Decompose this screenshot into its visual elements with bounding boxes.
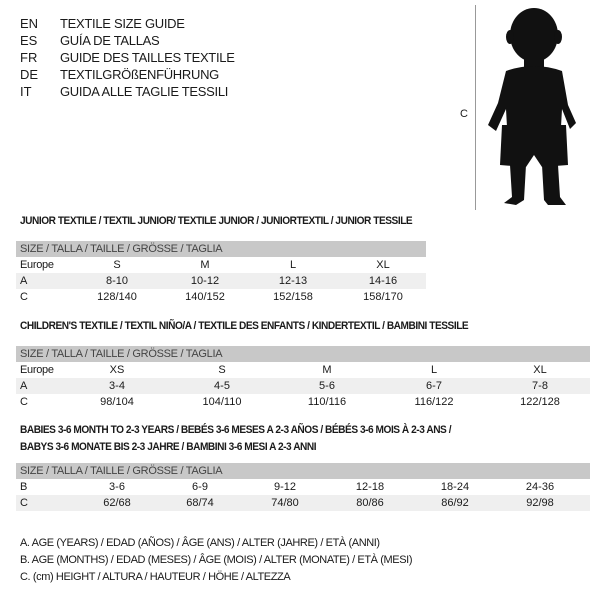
header-label: SIZE / TALLA / TAILLE / GRÖSSE / TAGLIA bbox=[20, 465, 223, 477]
language-title: GUIDA ALLE TAGLIE TESSILI bbox=[60, 84, 229, 99]
language-title: GUÍA DE TALLAS bbox=[60, 33, 160, 48]
babies-title-line1: BABIES 3-6 MONTH TO 2-3 YEARS / BEBÉS 3-… bbox=[20, 424, 452, 436]
table-cell: 5-6 bbox=[319, 380, 335, 392]
table-cell: 80/86 bbox=[356, 497, 384, 509]
table-row: B 3-6 6-9 9-12 12-18 18-24 24-36 bbox=[16, 479, 590, 495]
table-row: C 98/104 104/110 110/116 116/122 122/128 bbox=[16, 394, 590, 410]
table-header: SIZE / TALLA / TAILLE / GRÖSSE / TAGLIA bbox=[16, 346, 590, 362]
table-cell: 18-24 bbox=[440, 481, 470, 493]
child-silhouette-icon bbox=[488, 8, 576, 205]
table-cell: S bbox=[113, 259, 121, 271]
table-cell: 10-12 bbox=[190, 275, 220, 287]
table-cell: 116/122 bbox=[414, 396, 454, 408]
children-title: CHILDREN'S TEXTILE / TEXTIL NIÑO/A / TEX… bbox=[20, 320, 469, 332]
row-label: A bbox=[20, 380, 28, 392]
table-cell: 74/80 bbox=[271, 497, 299, 509]
language-code: DE bbox=[20, 67, 39, 82]
table-row: C 128/140 140/152 152/158 158/170 bbox=[16, 289, 426, 305]
table-cell: 8-10 bbox=[105, 275, 129, 287]
table-row: A 3-4 4-5 5-6 6-7 7-8 bbox=[16, 378, 590, 394]
row-label: C bbox=[20, 497, 28, 509]
table-cell: 122/128 bbox=[520, 396, 560, 408]
table-cell: S bbox=[218, 364, 226, 376]
table-cell: 62/68 bbox=[103, 497, 131, 509]
junior-size-table: SIZE / TALLA / TAILLE / GRÖSSE / TAGLIA E… bbox=[16, 241, 426, 305]
row-label: C bbox=[20, 396, 28, 408]
row-label: Europe bbox=[20, 259, 54, 271]
table-cell: 6-9 bbox=[192, 481, 208, 493]
table-row: A 8-10 10-12 12-13 14-16 bbox=[16, 273, 426, 289]
table-cell: L bbox=[289, 259, 297, 271]
table-header: SIZE / TALLA / TAILLE / GRÖSSE / TAGLIA bbox=[16, 241, 426, 257]
table-cell: XL bbox=[376, 259, 390, 271]
table-cell: 92/98 bbox=[526, 497, 554, 509]
table-cell: 110/116 bbox=[307, 396, 347, 408]
header-label: SIZE / TALLA / TAILLE / GRÖSSE / TAGLIA bbox=[20, 243, 223, 255]
row-label: Europe bbox=[20, 364, 54, 376]
table-cell: L bbox=[430, 364, 438, 376]
table-cell: 6-7 bbox=[426, 380, 442, 392]
babies-title-line2: BABYS 3-6 MONATE BIS 2-3 JAHRE / BAMBINI… bbox=[20, 441, 317, 453]
language-title: TEXTILE SIZE GUIDE bbox=[60, 16, 185, 31]
language-code: IT bbox=[20, 84, 32, 99]
table-row: C 62/68 68/74 74/80 80/86 86/92 92/98 bbox=[16, 495, 590, 511]
table-cell: 7-8 bbox=[532, 380, 548, 392]
legend-c: C. (cm) HEIGHT / ALTURA / HAUTEUR / HÖHE… bbox=[20, 571, 291, 583]
babies-size-table: SIZE / TALLA / TAILLE / GRÖSSE / TAGLIA B… bbox=[16, 463, 590, 511]
table-cell: 158/170 bbox=[363, 291, 403, 303]
row-label: C bbox=[20, 291, 28, 303]
table-row: Europe XS S M L XL bbox=[16, 362, 590, 378]
language-code: ES bbox=[20, 33, 38, 48]
table-cell: 152/158 bbox=[273, 291, 313, 303]
junior-title: JUNIOR TEXTILE / TEXTIL JUNIOR/ TEXTILE … bbox=[20, 215, 413, 227]
table-row: Europe S M L XL bbox=[16, 257, 426, 273]
table-cell: 12-13 bbox=[278, 275, 308, 287]
table-cell: 4-5 bbox=[214, 380, 230, 392]
table-cell: XL bbox=[533, 364, 547, 376]
language-title: GUIDE DES TAILLES TEXTILE bbox=[60, 50, 235, 65]
legend-b: B. AGE (MONTHS) / EDAD (MESES) / ÂGE (MO… bbox=[20, 554, 413, 566]
height-label: C bbox=[460, 108, 468, 120]
table-cell: 104/110 bbox=[202, 396, 242, 408]
row-label: A bbox=[20, 275, 28, 287]
language-code: FR bbox=[20, 50, 38, 65]
height-measure-line bbox=[475, 5, 476, 210]
table-cell: 68/74 bbox=[186, 497, 214, 509]
table-cell: 24-36 bbox=[525, 481, 555, 493]
table-cell: 128/140 bbox=[97, 291, 137, 303]
table-cell: 140/152 bbox=[185, 291, 225, 303]
children-size-table: SIZE / TALLA / TAILLE / GRÖSSE / TAGLIA E… bbox=[16, 346, 590, 410]
table-cell: 86/92 bbox=[441, 497, 469, 509]
table-cell: 98/104 bbox=[100, 396, 134, 408]
table-cell: 3-4 bbox=[109, 380, 125, 392]
header-label: SIZE / TALLA / TAILLE / GRÖSSE / TAGLIA bbox=[20, 348, 223, 360]
language-title: TEXTILGRÖßENFÜHRUNG bbox=[60, 67, 219, 82]
table-cell: M bbox=[322, 364, 332, 376]
table-cell: 9-12 bbox=[273, 481, 297, 493]
row-label: B bbox=[20, 481, 28, 493]
table-cell: 12-18 bbox=[355, 481, 385, 493]
legend-a: A. AGE (YEARS) / EDAD (AÑOS) / ÂGE (ANS)… bbox=[20, 537, 380, 549]
table-cell: 14-16 bbox=[368, 275, 398, 287]
table-cell: 3-6 bbox=[109, 481, 125, 493]
table-cell: M bbox=[200, 259, 210, 271]
table-header: SIZE / TALLA / TAILLE / GRÖSSE / TAGLIA bbox=[16, 463, 590, 479]
language-code: EN bbox=[20, 16, 39, 31]
table-cell: XS bbox=[109, 364, 125, 376]
